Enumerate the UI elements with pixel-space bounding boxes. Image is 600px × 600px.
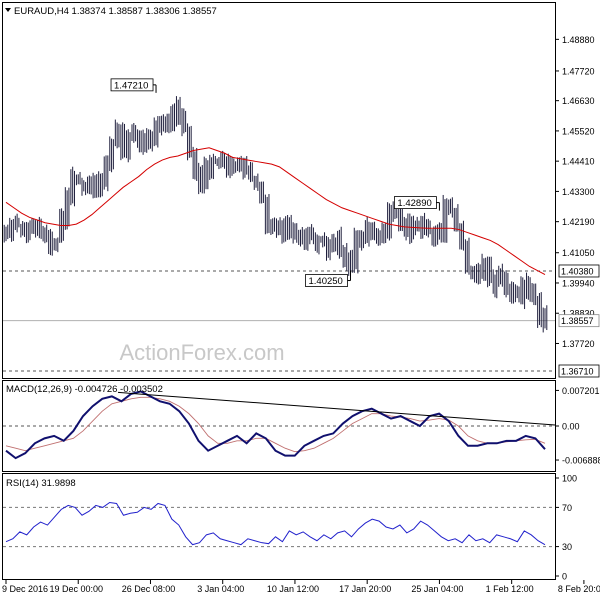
x-axis-tick-label: 25 Jan 04:00 bbox=[411, 584, 463, 594]
collapse-triangle-icon[interactable] bbox=[5, 8, 11, 12]
price-level-tag bbox=[558, 364, 600, 378]
macd-y-tick-label: 0.00 bbox=[562, 422, 580, 432]
annotation-label: 1.40250 bbox=[309, 276, 343, 287]
annotation-label: 1.47210 bbox=[114, 80, 148, 91]
price-y-tick-label: 1.45520 bbox=[562, 126, 595, 136]
price-level-label: 1.40380 bbox=[561, 266, 594, 276]
price-level-label: 1.38557 bbox=[561, 316, 594, 326]
price-y-tick-label: 1.44410 bbox=[562, 157, 595, 167]
price-y-tick-label: 1.42190 bbox=[562, 217, 595, 227]
x-axis-tick-label: 3 Jan 04:00 bbox=[197, 584, 244, 594]
price-y-tick-label: 1.47720 bbox=[562, 66, 595, 76]
x-axis-tick-label: 8 Feb 20:00 bbox=[558, 584, 600, 594]
rsi-title: RSI(14) 31.9898 bbox=[6, 478, 76, 489]
price-y-tick-label: 1.43300 bbox=[562, 187, 595, 197]
macd-title: MACD(12,26,9) -0.004726 -0.003502 bbox=[6, 384, 163, 395]
rsi-panel-frame bbox=[2, 473, 556, 580]
x-axis-tick-label: 26 Dec 08:00 bbox=[122, 584, 176, 594]
annotation-label: 1.42890 bbox=[397, 198, 431, 209]
x-axis-tick-label: 10 Jan 12:00 bbox=[267, 584, 319, 594]
x-axis-tick-label: 1 Feb 12:00 bbox=[486, 584, 534, 594]
price-y-tick-label: 1.38830 bbox=[562, 309, 595, 319]
x-axis: 9 Dec 2016 19 Dec 00:00 26 Dec 08:00 3 Jan … bbox=[2, 580, 600, 594]
macd-trend-line bbox=[117, 391, 556, 426]
macd-line bbox=[5, 390, 546, 460]
rsi-y-tick-label: 30 bbox=[562, 542, 572, 552]
price-chart-title: EURAUD,H4 1.38374 1.38587 1.38306 1.3855… bbox=[14, 6, 217, 17]
price-y-tick-label: 1.37720 bbox=[562, 339, 595, 349]
price-y-tick-label: 1.48880 bbox=[562, 35, 595, 45]
price-y-tick-label: 1.39940 bbox=[562, 278, 595, 288]
rsi-layer: 100 70 30 0 bbox=[3, 474, 577, 582]
rsi-y-tick-label: 100 bbox=[562, 474, 577, 484]
price-level-tag bbox=[558, 264, 600, 278]
macd-y-tick-label: -0.006888 bbox=[562, 456, 600, 466]
price-layer: 1.48880 1.47720 1.46630 1.45520 1.44410 1.433… bbox=[3, 35, 600, 378]
price-y-tick-label: 1.41050 bbox=[562, 248, 595, 258]
macd-y-tick-label: 0.007201 bbox=[562, 386, 600, 396]
rsi-line bbox=[5, 501, 546, 546]
watermark-text: ActionForex.com bbox=[119, 340, 284, 365]
rsi-y-tick-label: 0 bbox=[562, 572, 567, 582]
x-axis-tick-label: 17 Jan 20:00 bbox=[339, 584, 391, 594]
macd-layer: 0.007201 0.00 -0.006888 bbox=[3, 386, 600, 466]
annotation-box bbox=[394, 196, 437, 209]
x-axis-tick-label: 9 Dec 2016 bbox=[2, 584, 48, 594]
annotation-box bbox=[110, 78, 154, 92]
annotation-box bbox=[305, 274, 348, 287]
price-y-tick-label: 1.46630 bbox=[562, 96, 595, 106]
x-axis-tick-label: 19 Dec 00:00 bbox=[49, 584, 103, 594]
price-level-tag bbox=[558, 314, 600, 328]
moving-average-line bbox=[5, 147, 546, 275]
macd-signal-line bbox=[5, 396, 546, 453]
rsi-y-tick-label: 70 bbox=[562, 503, 572, 513]
price-level-label: 1.36710 bbox=[561, 367, 594, 377]
